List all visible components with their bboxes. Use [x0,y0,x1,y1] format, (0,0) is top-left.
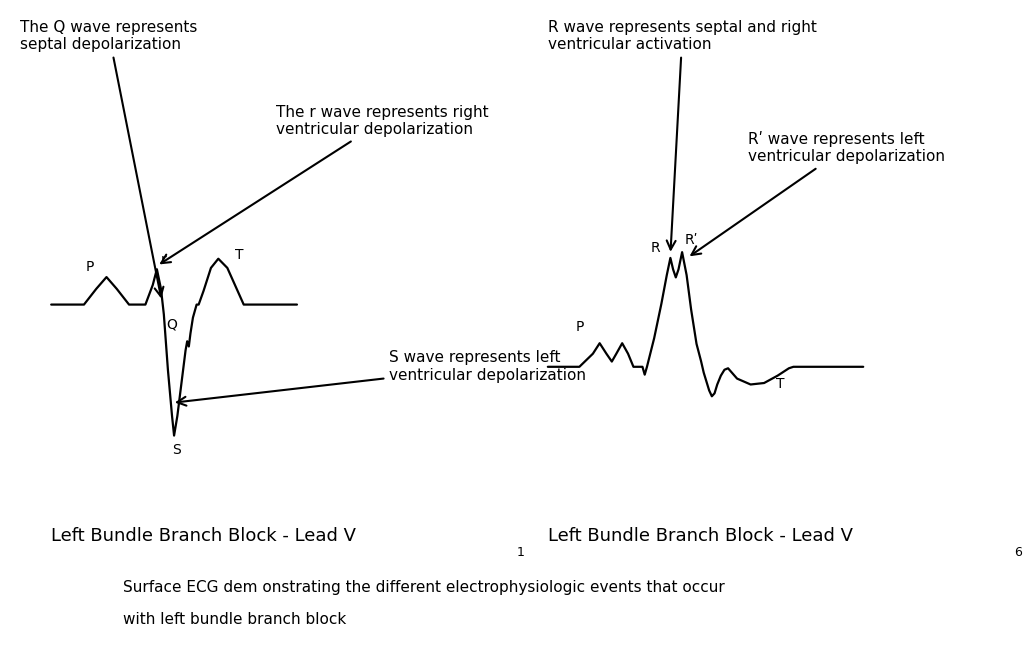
Text: with left bundle branch block: with left bundle branch block [123,612,346,627]
Text: Left Bundle Branch Block - Lead V: Left Bundle Branch Block - Lead V [548,527,853,545]
Text: Rʹ wave represents left
ventricular depolarization: Rʹ wave represents left ventricular depo… [691,131,944,255]
Text: S wave represents left
ventricular depolarization: S wave represents left ventricular depol… [177,350,586,405]
Text: The Q wave represents
septal depolarization: The Q wave represents septal depolarizat… [20,20,198,296]
Text: Q: Q [166,318,177,331]
Text: The r wave represents right
ventricular depolarization: The r wave represents right ventricular … [161,105,489,263]
Text: 6: 6 [1014,546,1022,559]
Text: T: T [776,377,784,392]
Text: 1: 1 [517,546,525,559]
Text: R: R [650,241,660,255]
Text: r: r [161,253,167,267]
Text: Rʹ: Rʹ [684,233,697,247]
Text: P: P [575,320,585,334]
Text: P: P [86,260,94,274]
Text: T: T [234,248,244,263]
Text: S: S [172,443,180,457]
Text: Surface ECG dem onstrating the different electrophysiologic events that occur: Surface ECG dem onstrating the different… [123,580,725,595]
Text: R wave represents septal and right
ventricular activation: R wave represents septal and right ventr… [548,20,817,250]
Text: Left Bundle Branch Block - Lead V: Left Bundle Branch Block - Lead V [51,527,356,545]
